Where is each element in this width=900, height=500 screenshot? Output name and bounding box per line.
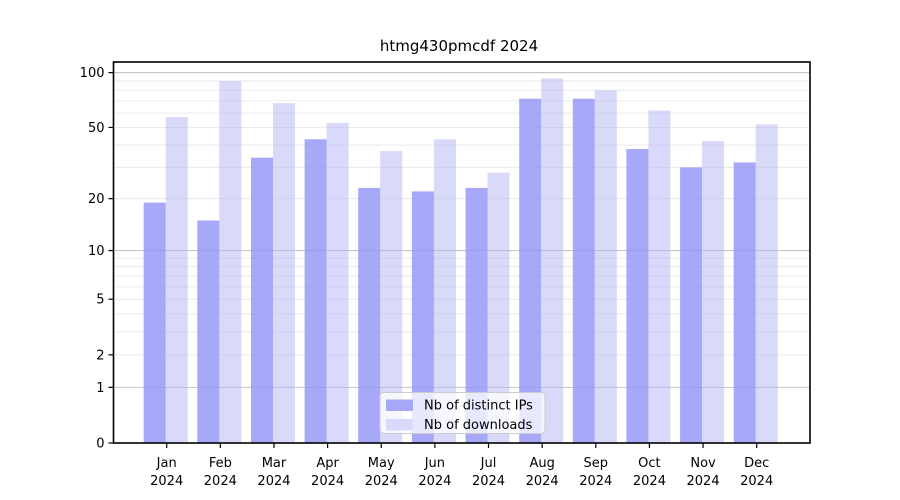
- x-tick-label-month-dec: Dec: [744, 456, 769, 471]
- x-tick-label-year-apr: 2024: [311, 474, 344, 489]
- y-tick-label-10: 10: [88, 244, 105, 259]
- bar-nb-of-distinct-ips-jun: [411, 191, 434, 443]
- bar-nb-of-distinct-ips-jul: [465, 187, 488, 443]
- bar-nb-of-distinct-ips-feb: [197, 220, 220, 443]
- y-tick-label-5: 5: [96, 293, 104, 308]
- x-tick-label-year-jun: 2024: [418, 474, 451, 489]
- x-tick-label-month-apr: Apr: [316, 456, 339, 471]
- plot-box: [112, 61, 811, 444]
- x-axis: Jan 2024 Feb 2024 Mar 2024 Apr 2024 May 2024 Jun 20…: [150, 443, 773, 489]
- series-nb-of-distinct-ips: [143, 98, 756, 444]
- bar-nb-of-downloads-jan: [165, 117, 188, 443]
- y-tick-label-50: 50: [88, 121, 105, 136]
- x-tick-label-year-oct: 2024: [633, 474, 666, 489]
- bar-nb-of-downloads-jul: [487, 172, 510, 443]
- bar-nb-of-downloads-jun: [433, 139, 456, 444]
- bar-nb-of-downloads-oct: [648, 110, 671, 443]
- x-tick-label-year-aug: 2024: [526, 474, 559, 489]
- x-tick-label-year-jan: 2024: [150, 474, 183, 489]
- legend-box: [379, 392, 546, 434]
- x-tick-label-month-may: May: [368, 456, 395, 471]
- bar-nb-of-downloads-nov: [702, 141, 725, 443]
- x-tick-label-month-feb: Feb: [209, 456, 232, 471]
- x-tick-label-month-jul: Jul: [480, 456, 497, 471]
- x-tick-label-month-mar: Mar: [262, 456, 287, 471]
- series-nb-of-downloads: [165, 78, 778, 444]
- bar-nb-of-downloads-aug: [541, 78, 564, 444]
- chart-title: htmg430pmcdf 2024: [380, 37, 538, 55]
- x-tick-label-month-aug: Aug: [529, 456, 554, 471]
- x-tick-label-month-nov: Nov: [690, 456, 716, 471]
- bar-nb-of-distinct-ips-aug: [519, 98, 542, 443]
- legend-swatch-nb-of-downloads: [386, 419, 413, 431]
- bar-nb-of-distinct-ips-jan: [143, 202, 166, 443]
- legend-label-nb-of-distinct-ips: Nb of distinct IPs: [424, 399, 533, 414]
- x-tick-label-month-jun: Jun: [424, 456, 445, 471]
- bar-nb-of-downloads-apr: [326, 122, 349, 444]
- bar-nb-of-distinct-ips-may: [358, 187, 381, 443]
- bar-nb-of-distinct-ips-mar: [251, 157, 273, 443]
- x-tick-label-year-sep: 2024: [579, 474, 612, 489]
- legend-swatch-nb-of-distinct-ips: [386, 399, 413, 411]
- bar-nb-of-downloads-dec: [755, 124, 778, 444]
- bar-nb-of-downloads-may: [380, 151, 403, 443]
- x-tick-label-year-nov: 2024: [687, 474, 720, 489]
- y-tick-label-2: 2: [96, 348, 104, 363]
- y-tick-label-20: 20: [88, 192, 105, 207]
- x-tick-label-year-may: 2024: [365, 474, 398, 489]
- x-tick-label-month-jan: Jan: [156, 456, 177, 471]
- bar-nb-of-downloads-sep: [594, 90, 617, 444]
- bar-nb-of-downloads-mar: [273, 103, 295, 443]
- x-tick-label-month-oct: Oct: [638, 456, 660, 471]
- bar-nb-of-distinct-ips-apr: [304, 139, 327, 444]
- x-tick-label-year-jul: 2024: [472, 474, 505, 489]
- x-tick-label-year-dec: 2024: [740, 474, 773, 489]
- bar-nb-of-downloads-feb: [219, 81, 242, 443]
- legend: Nb of distinct IPs Nb of downloads: [379, 392, 546, 434]
- y-tick-label-100: 100: [80, 66, 105, 81]
- bar-nb-of-distinct-ips-sep: [572, 98, 595, 443]
- bar-nb-of-distinct-ips-dec: [733, 162, 756, 443]
- y-tick-label-1: 1: [96, 381, 104, 396]
- legend-label-nb-of-downloads: Nb of downloads: [424, 418, 533, 433]
- x-tick-label-year-feb: 2024: [204, 474, 237, 489]
- bar-nb-of-distinct-ips-oct: [626, 149, 649, 443]
- y-tick-label-0: 0: [96, 437, 104, 452]
- x-tick-label-year-mar: 2024: [257, 474, 290, 489]
- bar-nb-of-distinct-ips-nov: [680, 167, 703, 443]
- x-tick-label-month-sep: Sep: [584, 456, 609, 471]
- y-axis: 0 1 2 5 10 20 50 100: [80, 66, 114, 452]
